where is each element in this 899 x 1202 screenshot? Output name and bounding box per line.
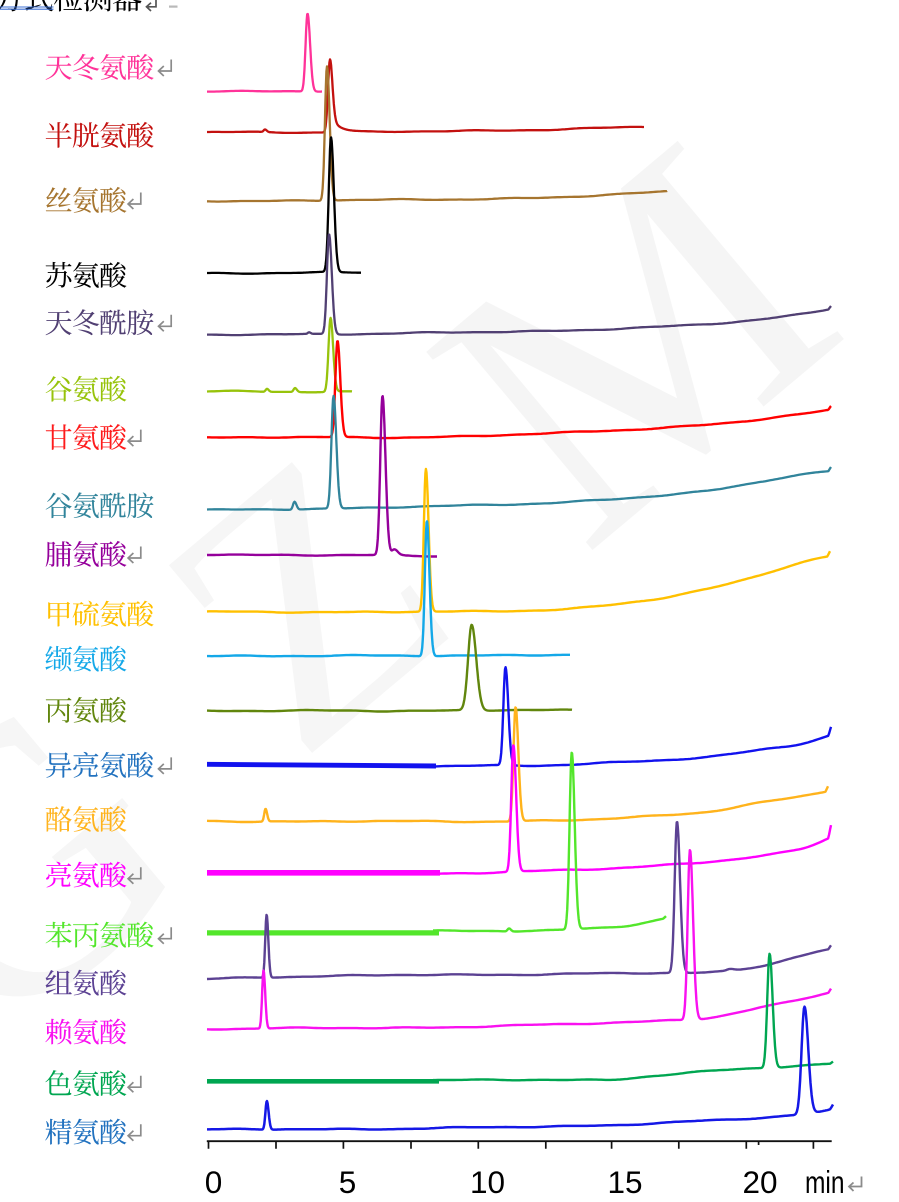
svg-text:5: 5: [339, 1164, 357, 1200]
svg-text:20: 20: [742, 1164, 777, 1200]
svg-text:0: 0: [205, 1164, 223, 1200]
svg-text:15: 15: [607, 1164, 642, 1200]
svg-text:min: min: [805, 1164, 845, 1200]
svg-text:10: 10: [470, 1164, 505, 1200]
